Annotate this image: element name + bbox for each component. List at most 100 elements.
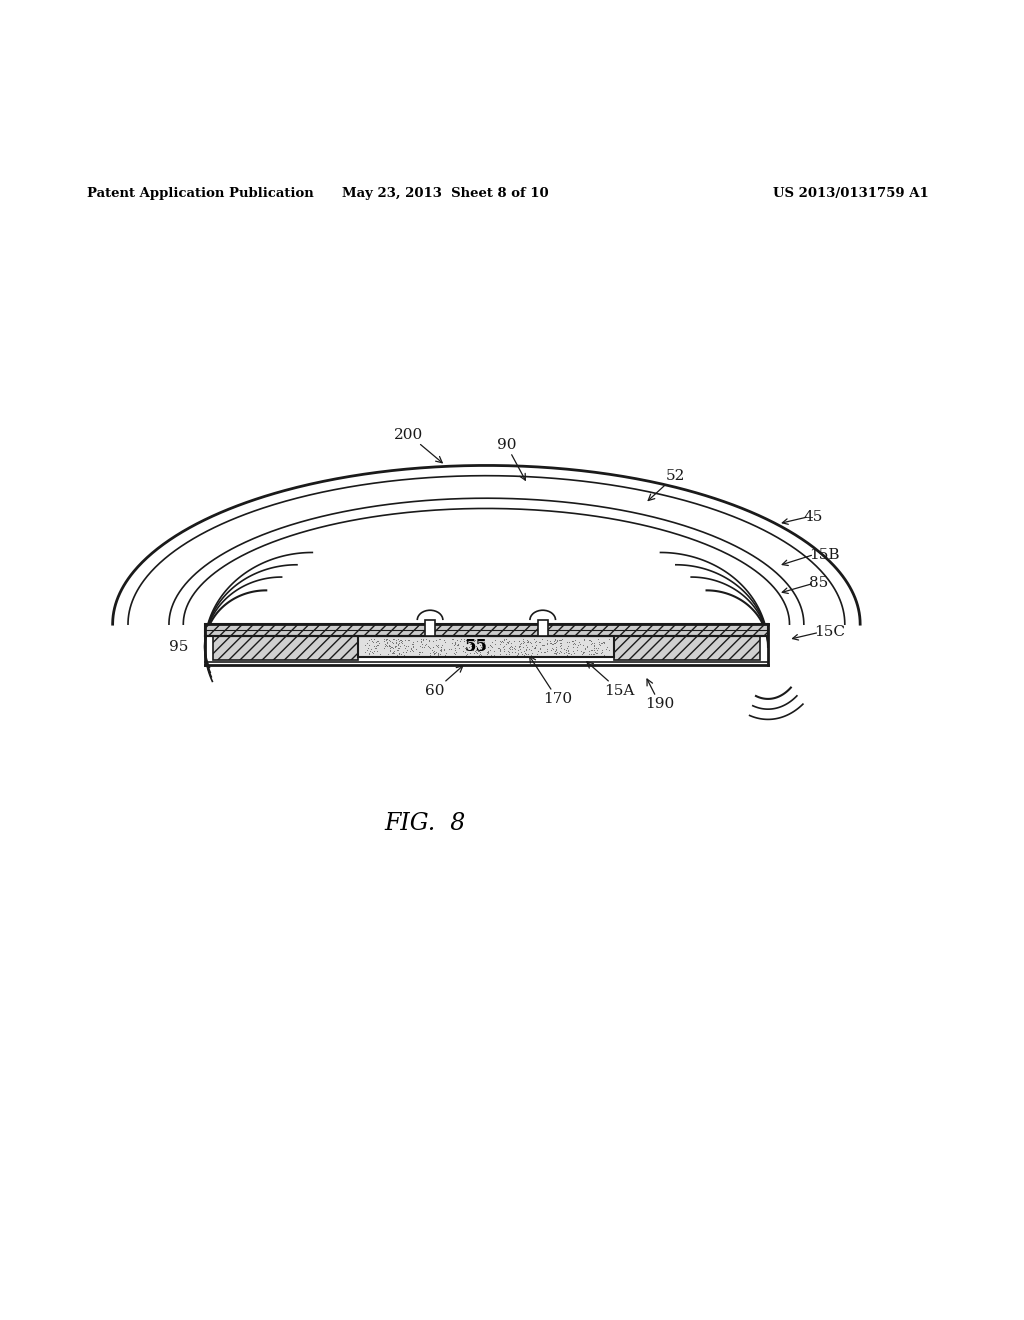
Point [412,642,428,663]
Point [516,631,532,652]
Point [395,642,412,663]
Point [417,635,433,656]
Point [570,632,587,653]
Text: 90: 90 [497,438,525,480]
Point [539,630,555,651]
Point [559,639,575,660]
Point [510,640,526,661]
Text: US 2013/0131759 A1: US 2013/0131759 A1 [773,187,929,199]
Point [495,631,511,652]
Point [453,628,469,649]
Point [429,644,445,665]
Point [540,639,556,660]
Point [580,635,596,656]
Point [449,635,465,656]
Point [480,636,497,657]
Point [376,628,392,649]
Point [586,644,602,665]
Point [421,630,437,651]
Point [496,630,512,651]
Point [365,642,381,663]
Point [444,628,461,649]
Point [557,640,573,661]
Point [360,634,377,655]
Point [430,643,446,664]
Point [516,644,532,665]
Point [385,640,401,661]
Point [487,630,504,651]
Point [492,639,508,660]
Point [549,631,565,652]
Point [546,642,562,663]
Point [384,628,400,649]
Point [599,636,615,657]
Point [476,631,493,652]
Point [387,636,403,657]
Point [566,630,583,651]
Point [547,632,563,653]
Point [412,642,428,663]
Point [432,638,449,659]
Point [391,630,408,651]
Point [380,635,396,656]
Point [391,638,408,659]
Point [545,639,561,660]
Point [360,643,377,664]
Point [424,631,440,652]
Point [390,635,407,656]
Point [496,635,512,656]
Point [391,630,408,651]
Text: 45: 45 [804,510,823,524]
Point [459,643,475,664]
Point [483,636,500,657]
Point [511,636,527,657]
Point [436,639,453,660]
Point [467,635,483,656]
Point [495,631,511,652]
Point [429,643,445,664]
Point [444,632,461,653]
Point [468,642,484,663]
Point [390,628,407,649]
Point [369,640,385,661]
Point [365,631,381,652]
Point [518,636,535,657]
Point [583,631,599,652]
Point [399,636,416,657]
Point [466,630,482,651]
Point [551,630,567,651]
Point [484,631,501,652]
Point [402,638,419,659]
Point [522,644,539,665]
Point [385,638,401,659]
Text: 15C: 15C [814,626,845,639]
Point [485,644,502,665]
Point [582,630,598,651]
Point [520,631,537,652]
Point [558,640,574,661]
Point [378,628,394,649]
Point [515,636,531,657]
Point [578,639,594,660]
Point [498,634,514,655]
Point [456,628,472,649]
Point [357,642,374,663]
Point [467,630,483,651]
Point [471,644,487,665]
Point [470,640,486,661]
Point [360,630,377,651]
Point [570,635,587,656]
Point [591,631,607,652]
Point [547,640,563,661]
Point [464,639,480,660]
Point [529,640,546,661]
Point [458,630,474,651]
Point [468,639,484,660]
Point [501,631,517,652]
Point [498,628,514,649]
Point [545,634,561,655]
Point [431,639,447,660]
Point [524,635,541,656]
Point [385,628,401,649]
Point [486,640,503,661]
